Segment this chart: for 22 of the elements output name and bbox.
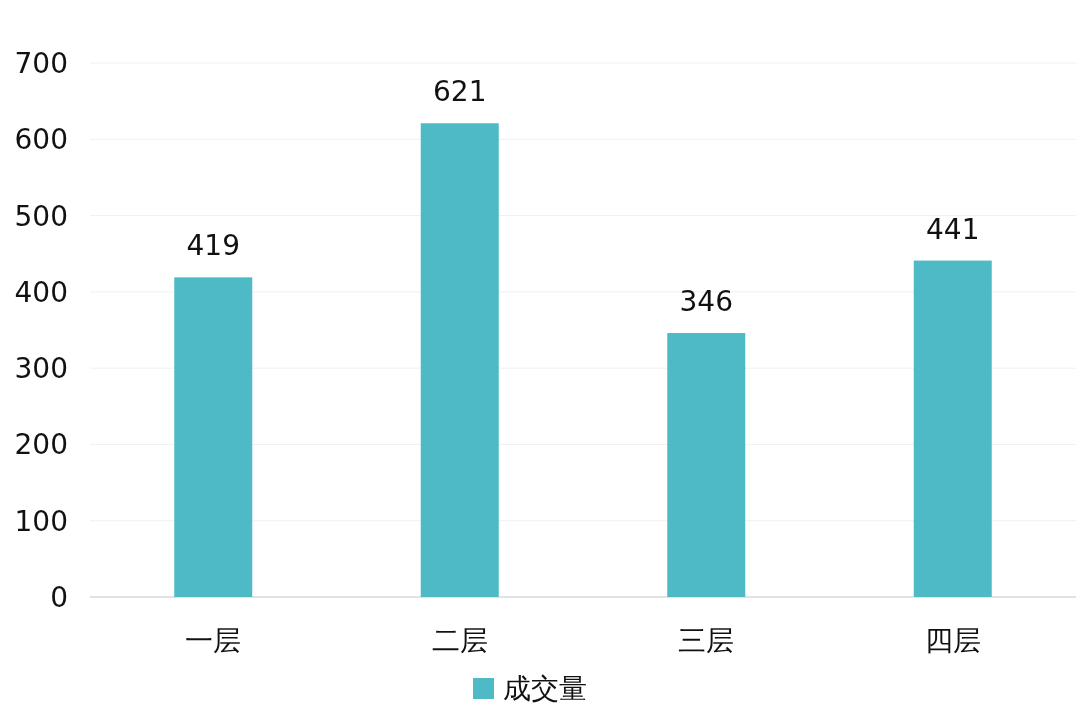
bar (667, 333, 746, 597)
data-label: 346 (679, 285, 733, 319)
data-label: 441 (926, 212, 980, 246)
x-tick-label: 三层 (678, 624, 735, 657)
x-tick-label: 四层 (924, 624, 981, 657)
y-tick-label: 400 (14, 275, 68, 309)
y-tick-label: 700 (14, 47, 68, 80)
bar (174, 277, 253, 597)
y-tick-label: 0 (50, 581, 68, 614)
y-tick-label: 100 (14, 504, 68, 538)
data-label: 621 (433, 75, 487, 109)
legend: 成交量 (473, 672, 587, 705)
y-tick-label: 200 (14, 428, 68, 462)
x-tick-label: 一层 (185, 624, 242, 657)
x-tick-label: 二层 (431, 624, 488, 657)
data-label: 419 (186, 229, 240, 263)
y-tick-label: 300 (14, 352, 68, 386)
bar (913, 260, 992, 597)
y-tick-label: 500 (14, 199, 68, 233)
y-tick-label: 600 (14, 123, 68, 157)
legend-label: 成交量 (503, 672, 587, 705)
bar (420, 123, 499, 597)
